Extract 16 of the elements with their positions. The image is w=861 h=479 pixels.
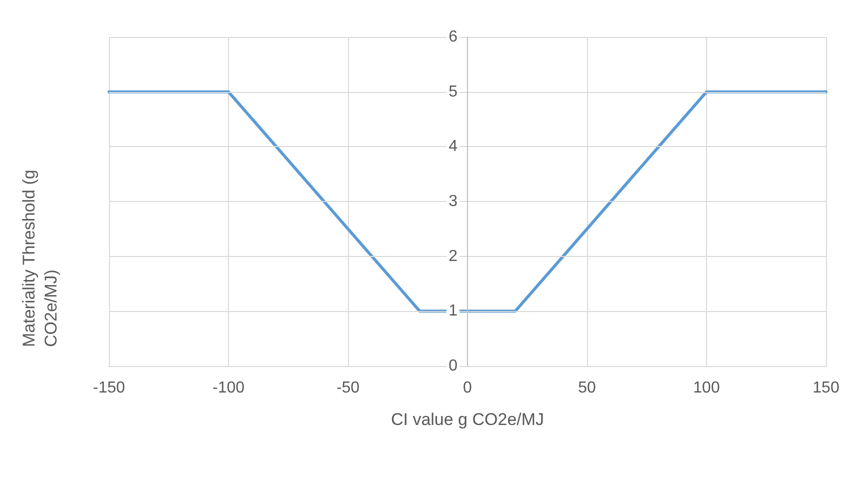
y-axis-title: Materiality Threshold (g CO2e/MJ) bbox=[20, 164, 60, 347]
x-tick-label: -50 bbox=[336, 380, 360, 396]
y-tick-label: 3 bbox=[448, 193, 458, 210]
y-tick-label: 6 bbox=[448, 28, 458, 46]
y-tick-label: 2 bbox=[448, 248, 458, 265]
y-tick-label: 5 bbox=[448, 83, 458, 100]
y-tick-label: 1 bbox=[448, 302, 458, 320]
y-tick-label: 0 bbox=[448, 358, 458, 374]
x-tick-label: -150 bbox=[92, 380, 126, 396]
x-tick-label: 0 bbox=[463, 380, 472, 396]
x-tick-label: 50 bbox=[578, 380, 596, 396]
y-tick-label: 4 bbox=[448, 138, 458, 156]
x-tick-label: 100 bbox=[693, 380, 720, 396]
x-axis-title: CI value g CO2e/MJ bbox=[390, 410, 544, 429]
x-tick-label: -100 bbox=[212, 380, 245, 396]
x-tick-label: 150 bbox=[812, 380, 840, 396]
